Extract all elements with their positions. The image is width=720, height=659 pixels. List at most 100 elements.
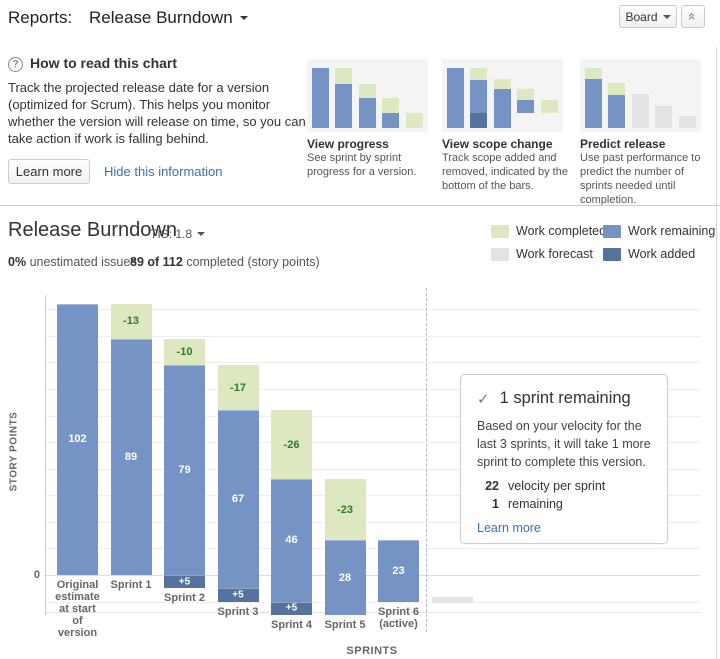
gridline-100 [46, 309, 700, 310]
section-divider [0, 205, 720, 206]
bar-segment-completed[interactable]: -23 [324, 479, 366, 541]
bar-segment-completed[interactable]: -10 [164, 338, 205, 366]
bar-segment-added[interactable]: +5 [217, 588, 259, 602]
gridline-60 [46, 416, 700, 417]
x-axis-label: Sprint 6 (active) [378, 605, 419, 630]
mini-bar-segment-completed [470, 68, 488, 80]
info-learn-more-link[interactable]: Learn more [477, 521, 541, 535]
tip-desc-3: Use past performance to predict the numb… [580, 152, 701, 206]
mini-bar-segment-completed [585, 68, 602, 79]
bar-segment-remaining[interactable]: 46 [271, 479, 312, 602]
report-selector-label: Release Burndown [89, 8, 233, 27]
bar-value-label: -26 [283, 438, 300, 451]
velocity-stat-row: 22 velocity per sprint [485, 479, 606, 493]
bar-value-label: 102 [68, 433, 87, 446]
mini-bar-segment-completed [540, 100, 558, 113]
x-axis-label: Sprint 5 [324, 618, 366, 631]
x-axis-label: Sprint 4 [271, 618, 312, 631]
tip-chart-3 [580, 59, 701, 132]
legend-label: Work forecast [516, 247, 593, 261]
tip-chart-1 [307, 59, 428, 132]
learn-more-button[interactable]: Learn more [8, 159, 90, 184]
chevron-down-icon [662, 14, 671, 19]
mini-bar-segment-remaining [470, 80, 488, 113]
legend-swatch-remaining [603, 224, 621, 238]
legend-swatch-added [603, 247, 621, 261]
bar-value-label: -17 [230, 381, 246, 394]
bar-value-label: +5 [178, 576, 191, 588]
mini-bar-segment-forecast [631, 94, 649, 128]
report-selector[interactable]: Release Burndown [89, 8, 248, 28]
legend-item-remaining: Work remaining [603, 224, 715, 238]
mini-bar-segment-remaining [358, 98, 376, 128]
tip-title-1: View progress [307, 137, 389, 151]
gridline-0 [46, 575, 700, 576]
mini-bar-segment-remaining [585, 79, 602, 128]
legend-label: Work added [628, 247, 696, 261]
bar-segment-remaining[interactable]: 89 [110, 338, 152, 575]
bar-segment-completed[interactable]: -17 [217, 365, 259, 411]
x-axis-label: Sprint 3 [217, 605, 259, 618]
info-box-body: Based on your velocity for the last 3 sp… [477, 419, 651, 469]
collapse-button[interactable]: « [681, 5, 705, 28]
version-selector[interactable]: TIS: 1.8 [150, 227, 206, 241]
legend-swatch-forecast [491, 247, 509, 261]
legend-item-forecast: Work forecast [491, 247, 593, 261]
bar-segment-completed[interactable]: -26 [271, 410, 312, 480]
gridline-20 [46, 522, 700, 523]
mini-bar-segment-remaining [335, 84, 353, 128]
collapse-icon: « [685, 12, 701, 21]
forecast-info-box: ✓ 1 sprint remaining Based on your veloc… [460, 374, 668, 544]
checkmark-icon: ✓ [477, 390, 490, 408]
bar-segment-remaining[interactable]: 79 [164, 365, 205, 575]
plot-bottom-line [46, 612, 700, 613]
y-axis-title: STORY POINTS [8, 411, 20, 492]
bar-segment-remaining[interactable]: 67 [217, 410, 259, 589]
tip-chart-2 [442, 59, 563, 132]
mini-bar-segment-forecast [678, 116, 696, 128]
x-axis-label: Sprint 1 [110, 579, 152, 591]
bar-value-label: +5 [232, 589, 244, 601]
mini-bar-segment-remaining [608, 95, 626, 128]
board-button[interactable]: Board [619, 5, 677, 28]
howto-description: Track the projected release date for a v… [8, 80, 306, 146]
mini-bar-segment-added [470, 113, 488, 128]
gridline-10 [46, 548, 700, 549]
bar-value-label: 89 [124, 450, 138, 463]
tip-title-3: Predict release [580, 137, 666, 151]
bar-segment-added[interactable]: +5 [164, 575, 205, 589]
bar-value-label: 23 [392, 565, 405, 577]
x-axis-label: Sprint 2 [164, 592, 205, 605]
board-button-label: Board [625, 9, 658, 24]
bar-segment-completed[interactable]: -13 [110, 303, 152, 339]
mini-bar-segment-remaining [447, 68, 464, 128]
help-icon: ? [8, 57, 23, 72]
remaining-stat-row: 1 remaining [492, 497, 563, 511]
bar-value-label: 46 [285, 534, 298, 547]
mini-bar-segment-completed [382, 98, 400, 113]
bar-value-label: 79 [178, 464, 191, 477]
bar-value-label: -13 [123, 315, 139, 328]
bar-value-label: -10 [176, 345, 193, 358]
bar-segment-remaining[interactable]: 23 [378, 540, 419, 602]
bar-segment-remaining[interactable]: 28 [324, 540, 366, 615]
version-selector-label: TIS: 1.8 [150, 227, 193, 241]
mini-bar-segment-completed [405, 113, 423, 128]
legend-label: Work completed [516, 224, 607, 238]
bar-value-label: +5 [285, 602, 298, 614]
completed-stat: 89 of 112 completed (story points) [130, 255, 320, 269]
tip-desc-2: Track scope added and removed, indicated… [442, 152, 568, 192]
gridline-50 [46, 442, 700, 443]
bar-segment-added[interactable]: +5 [271, 601, 312, 615]
gridline-80 [46, 362, 700, 363]
report-title: Release Burndown [8, 219, 177, 241]
mini-bar-segment-completed [358, 84, 376, 98]
bar-segment-remaining[interactable]: 102 [57, 303, 98, 575]
legend-swatch-completed [491, 224, 509, 238]
unestimated-issues-stat: 0% unestimated issues [8, 255, 137, 269]
hide-information-link[interactable]: Hide this information [104, 164, 223, 179]
gridline-40 [46, 469, 700, 470]
y-axis-tick-0: 0 [33, 569, 40, 581]
gridline-70 [46, 389, 700, 390]
info-box-title: 1 sprint remaining [499, 389, 631, 407]
